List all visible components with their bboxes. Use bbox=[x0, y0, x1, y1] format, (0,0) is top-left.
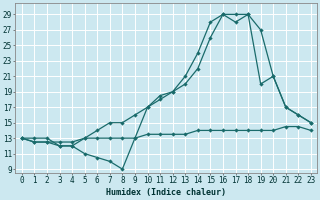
X-axis label: Humidex (Indice chaleur): Humidex (Indice chaleur) bbox=[106, 188, 226, 197]
